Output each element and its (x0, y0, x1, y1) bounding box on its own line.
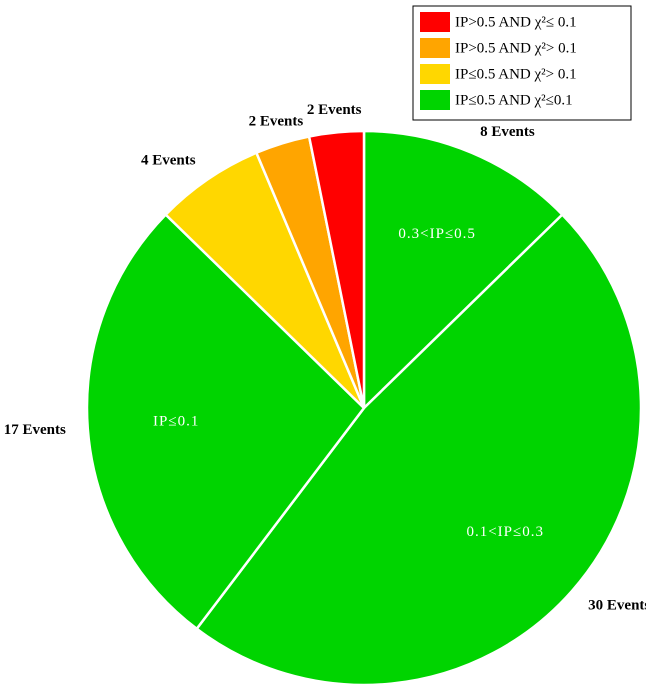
pie-slice (307, 129, 366, 409)
pie-slice (85, 212, 366, 631)
slice-category-label: 0.1<IP≤0.3 (466, 524, 544, 540)
pie-slice (362, 129, 565, 411)
slice-value-label: 2 Events (307, 102, 362, 118)
slice-value-label: 8 Events (480, 124, 535, 140)
slice-value-label: 4 Events (141, 152, 196, 168)
legend-label: IP>0.5 AND χ²≤ 0.1 (455, 14, 577, 30)
slice-category-label: 0.3<IP≤0.5 (398, 226, 476, 242)
slice-value-label: 2 Events (249, 114, 304, 130)
slice-category-label: IP≤0.1 (153, 414, 199, 430)
pie-slice (194, 212, 643, 687)
legend-swatch (420, 38, 450, 58)
legend-label: IP≤0.5 AND χ²≤0.1 (455, 92, 573, 108)
legend-swatch (420, 12, 450, 32)
legend-label: IP≤0.5 AND χ²> 0.1 (455, 66, 577, 82)
legend-label: IP>0.5 AND χ²> 0.1 (455, 40, 577, 56)
slice-value-label: 17 Events (4, 422, 66, 438)
legend-swatch (420, 90, 450, 110)
legend-swatch (420, 64, 450, 84)
slice-value-label: 30 Events (588, 597, 646, 613)
